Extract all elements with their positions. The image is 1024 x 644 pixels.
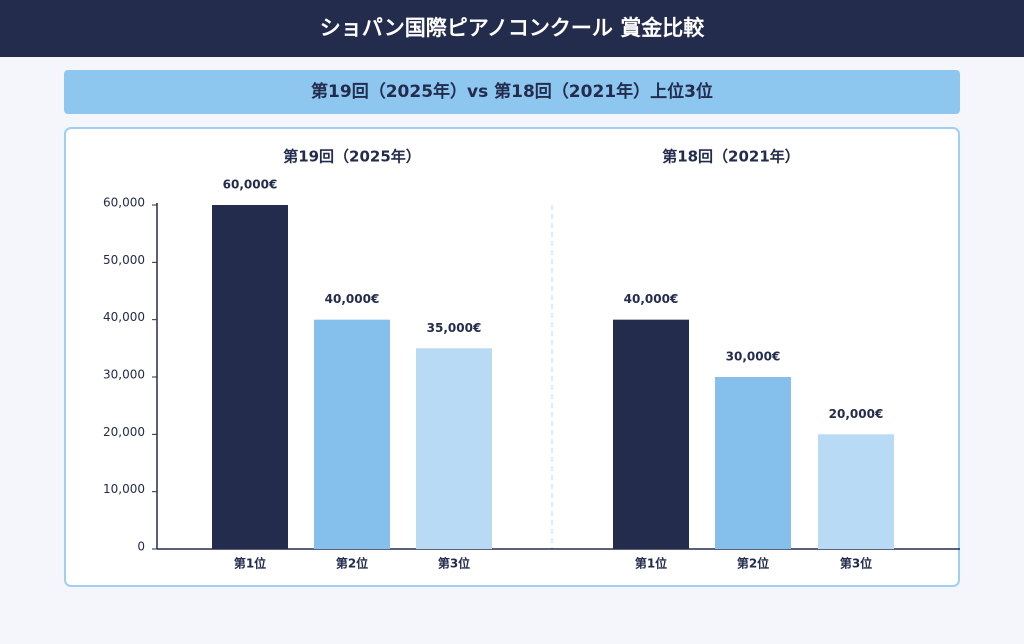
value-label: 30,000€: [726, 350, 781, 364]
bar: [613, 319, 689, 549]
x-tick-label: 第3位: [840, 556, 872, 571]
y-tick-label: 20,000: [103, 425, 145, 439]
y-tick-label: 60,000: [103, 196, 145, 210]
y-tick-label: 40,000: [103, 310, 145, 324]
subtitle-bar: [64, 70, 960, 114]
x-tick-label: 第1位: [234, 556, 266, 571]
x-tick-label: 第2位: [336, 556, 368, 571]
bar: [314, 319, 390, 549]
chart-title: 第19回（2025年）: [283, 148, 421, 166]
bar: [416, 348, 492, 549]
bar: [715, 377, 791, 549]
y-tick-label: 0: [137, 540, 145, 554]
header-bar: [0, 0, 1024, 57]
x-tick-label: 第2位: [737, 556, 769, 571]
value-label: 60,000€: [223, 178, 278, 192]
value-label: 20,000€: [829, 407, 884, 421]
y-tick-label: 50,000: [103, 253, 145, 267]
bar: [818, 434, 894, 549]
value-label: 35,000€: [427, 321, 482, 335]
value-label: 40,000€: [624, 292, 679, 306]
page-title: ショパン国際ピアノコンクール 賞金比較: [320, 16, 705, 40]
subtitle: 第19回（2025年）vs 第18回（2021年）上位3位: [311, 81, 713, 102]
y-tick-label: 30,000: [103, 368, 145, 382]
x-tick-label: 第1位: [635, 556, 667, 571]
value-label: 40,000€: [325, 292, 380, 306]
x-tick-label: 第3位: [438, 556, 470, 571]
y-tick-label: 10,000: [103, 482, 145, 496]
bar: [212, 205, 288, 549]
chart-title: 第18回（2021年）: [662, 148, 800, 166]
